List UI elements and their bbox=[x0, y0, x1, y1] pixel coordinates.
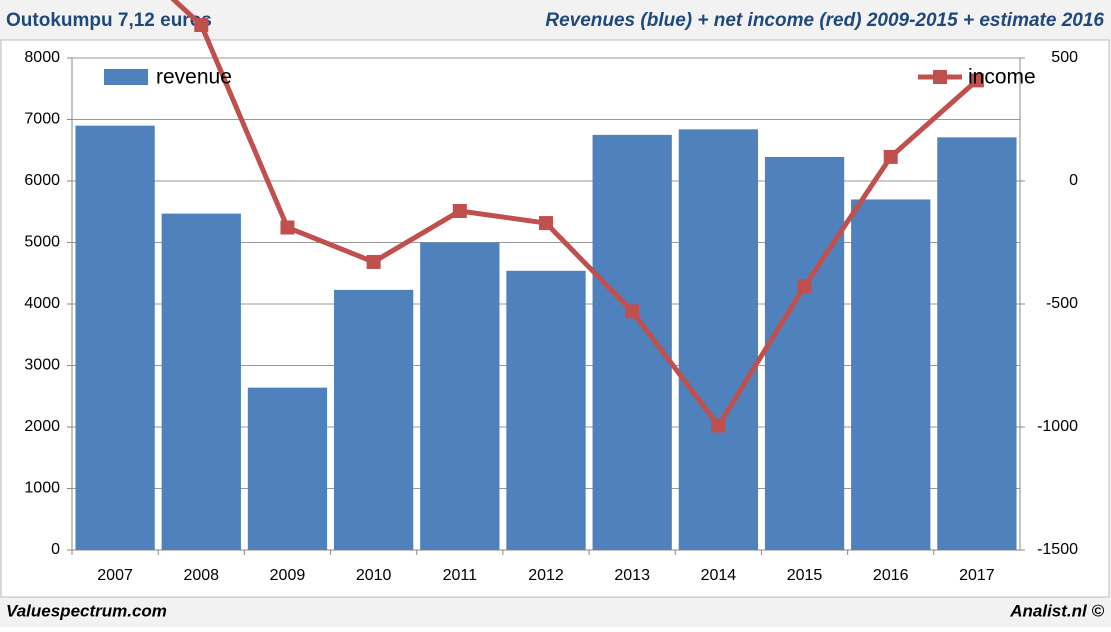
x-tick-label: 2009 bbox=[270, 567, 306, 584]
x-tick-label: 2012 bbox=[528, 567, 564, 584]
bar bbox=[161, 213, 241, 550]
bar bbox=[75, 125, 155, 551]
y-tick-label: 1000 bbox=[24, 480, 60, 497]
x-tick-label: 2016 bbox=[873, 567, 909, 584]
y2-tick-label: 0 bbox=[1069, 172, 1078, 189]
y2-tick-label: -1500 bbox=[1037, 541, 1078, 558]
marker bbox=[883, 149, 898, 164]
x-tick-label: 2008 bbox=[183, 567, 219, 584]
x-tick-label: 2010 bbox=[356, 567, 392, 584]
y-tick-label: 0 bbox=[51, 541, 60, 558]
bar bbox=[420, 242, 500, 550]
y-tick-label: 8000 bbox=[24, 49, 60, 66]
x-tick-label: 2013 bbox=[614, 567, 650, 584]
bar bbox=[937, 137, 1017, 550]
x-tick-label: 2017 bbox=[959, 567, 995, 584]
y-tick-label: 2000 bbox=[24, 418, 60, 435]
x-tick-label: 2015 bbox=[787, 567, 823, 584]
legend-swatch bbox=[104, 69, 148, 85]
footer-left: Valuespectrum.com bbox=[6, 601, 167, 620]
y-tick-label: 7000 bbox=[24, 111, 60, 128]
y-tick-label: 4000 bbox=[24, 295, 60, 312]
legend-label: revenue bbox=[156, 66, 232, 89]
x-tick-label: 2007 bbox=[97, 567, 133, 584]
y-tick-label: 5000 bbox=[24, 234, 60, 251]
x-tick-label: 2014 bbox=[701, 567, 737, 584]
bar bbox=[764, 157, 845, 550]
marker bbox=[797, 279, 812, 294]
x-tick-label: 2011 bbox=[443, 567, 478, 584]
y-tick-label: 3000 bbox=[24, 357, 60, 374]
legend-marker bbox=[933, 70, 947, 84]
footer-right: Analist.nl © bbox=[1009, 601, 1104, 620]
marker bbox=[711, 418, 726, 433]
bar bbox=[333, 289, 414, 550]
marker bbox=[366, 254, 381, 269]
bar bbox=[678, 129, 759, 550]
bar bbox=[247, 387, 328, 550]
y2-tick-label: 500 bbox=[1051, 49, 1078, 66]
bar bbox=[851, 199, 931, 550]
y2-tick-label: -500 bbox=[1046, 295, 1078, 312]
bar bbox=[592, 134, 672, 550]
marker bbox=[452, 204, 467, 219]
y-tick-label: 6000 bbox=[24, 172, 60, 189]
marker bbox=[625, 304, 640, 319]
marker bbox=[969, 73, 984, 88]
y2-tick-label: -1000 bbox=[1037, 418, 1078, 435]
chart-title: Outokumpu 7,12 euros bbox=[6, 10, 212, 31]
marker bbox=[280, 220, 295, 235]
marker bbox=[539, 216, 553, 231]
bar bbox=[506, 270, 586, 550]
chart-subtitle: Revenues (blue) + net income (red) 2009-… bbox=[545, 10, 1104, 31]
marker bbox=[194, 18, 209, 33]
legend-label: income bbox=[968, 66, 1036, 89]
